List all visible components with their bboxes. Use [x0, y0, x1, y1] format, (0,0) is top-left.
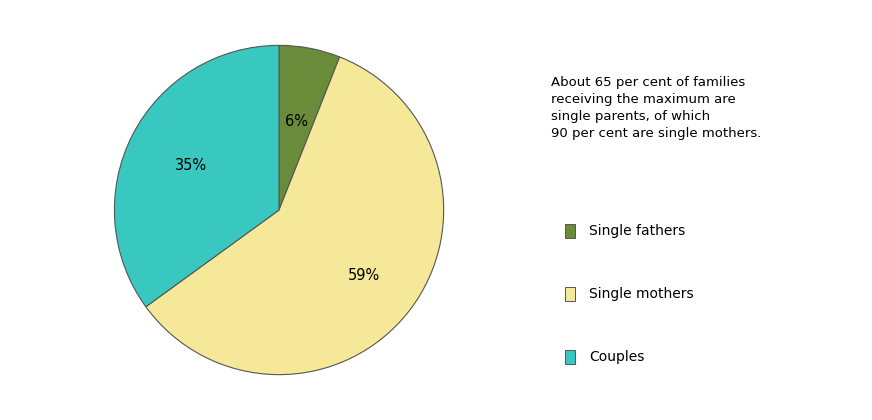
Text: About 65 per cent of families
receiving the maximum are
single parents, of which: About 65 per cent of families receiving …	[551, 76, 761, 139]
Wedge shape	[146, 57, 444, 375]
Text: 35%: 35%	[175, 158, 207, 173]
Text: Single mothers: Single mothers	[589, 287, 693, 301]
FancyBboxPatch shape	[565, 349, 575, 364]
Text: Single fathers: Single fathers	[589, 224, 685, 238]
FancyBboxPatch shape	[565, 223, 575, 238]
FancyBboxPatch shape	[565, 286, 575, 302]
Text: 59%: 59%	[347, 268, 379, 283]
Wedge shape	[114, 45, 279, 307]
Text: Couples: Couples	[589, 350, 644, 364]
Text: 6%: 6%	[284, 113, 308, 129]
Wedge shape	[279, 45, 340, 210]
